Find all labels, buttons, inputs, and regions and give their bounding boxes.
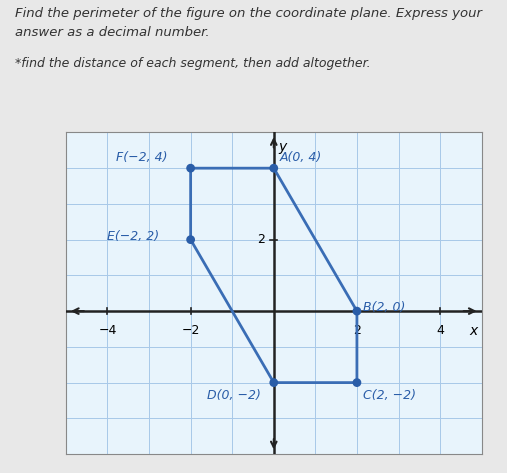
Point — [187, 165, 195, 172]
Text: x: x — [469, 324, 478, 338]
Text: Find the perimeter of the figure on the coordinate plane. Express your: Find the perimeter of the figure on the … — [15, 7, 482, 20]
Text: *find the distance of each segment, then add altogether.: *find the distance of each segment, then… — [15, 57, 371, 70]
Text: −4: −4 — [98, 324, 117, 337]
Text: 4: 4 — [436, 324, 444, 337]
Text: E(−2, 2): E(−2, 2) — [107, 229, 160, 243]
Text: F(−2, 4): F(−2, 4) — [116, 151, 167, 164]
Text: answer as a decimal number.: answer as a decimal number. — [15, 26, 210, 39]
Text: C(2, −2): C(2, −2) — [363, 389, 416, 402]
Point — [187, 236, 195, 244]
Text: 2: 2 — [258, 233, 266, 246]
Point — [270, 379, 278, 386]
Point — [353, 307, 361, 315]
Point — [353, 379, 361, 386]
Text: y: y — [279, 140, 287, 154]
Text: B(2, 0): B(2, 0) — [363, 301, 406, 314]
Text: D(0, −2): D(0, −2) — [207, 389, 261, 402]
Text: −2: −2 — [182, 324, 200, 337]
Point — [270, 165, 278, 172]
Text: A(0, 4): A(0, 4) — [280, 151, 322, 164]
Text: 2: 2 — [353, 324, 361, 337]
